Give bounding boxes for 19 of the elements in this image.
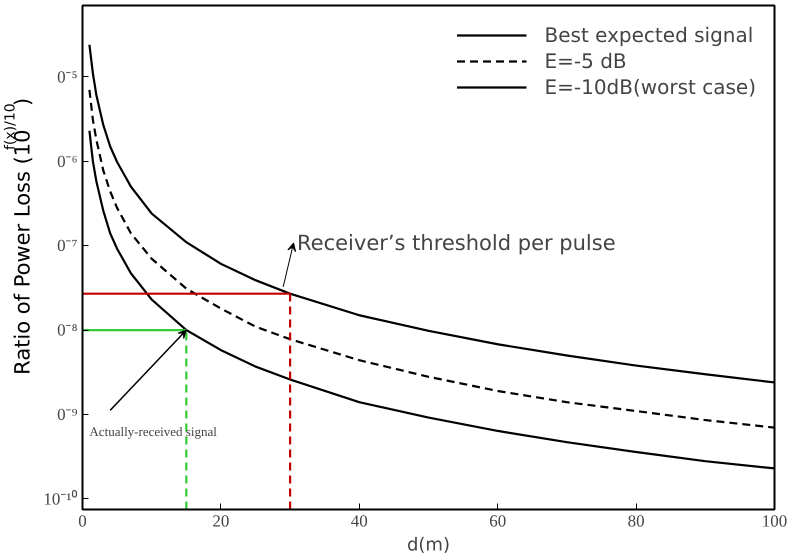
x-tick-label: 60 <box>489 512 506 530</box>
legend-label: E=-10dB(worst case) <box>544 75 756 99</box>
x-axis-title: d(m) <box>407 534 450 556</box>
y-tick-label: 0⁻⁷ <box>57 236 78 256</box>
x-tick-label: 20 <box>212 512 230 530</box>
legend-label: Best expected signal <box>544 23 754 47</box>
y-tick-label: 0⁻⁶ <box>57 152 78 171</box>
y-tick-label: 0⁻⁸ <box>57 320 78 340</box>
x-tick-label: 100 <box>762 512 788 530</box>
annotation: Receiver’s threshold per pulse <box>297 231 616 256</box>
y-tick-label: 0⁻⁵ <box>57 67 78 86</box>
y-tick-label: 0⁻⁹ <box>57 405 78 424</box>
x-tick-label: 40 <box>350 512 368 530</box>
y-axis-title: Ratio of Power Loss (10f(x)/10) <box>2 98 34 375</box>
legend-label: E=-5 dB <box>544 49 627 73</box>
x-tick-label: 0 <box>78 512 87 530</box>
x-tick-label: 80 <box>628 512 645 530</box>
annotation: Actually-received signal <box>89 424 218 439</box>
y-tick-label: 10⁻¹⁰ <box>43 489 78 508</box>
